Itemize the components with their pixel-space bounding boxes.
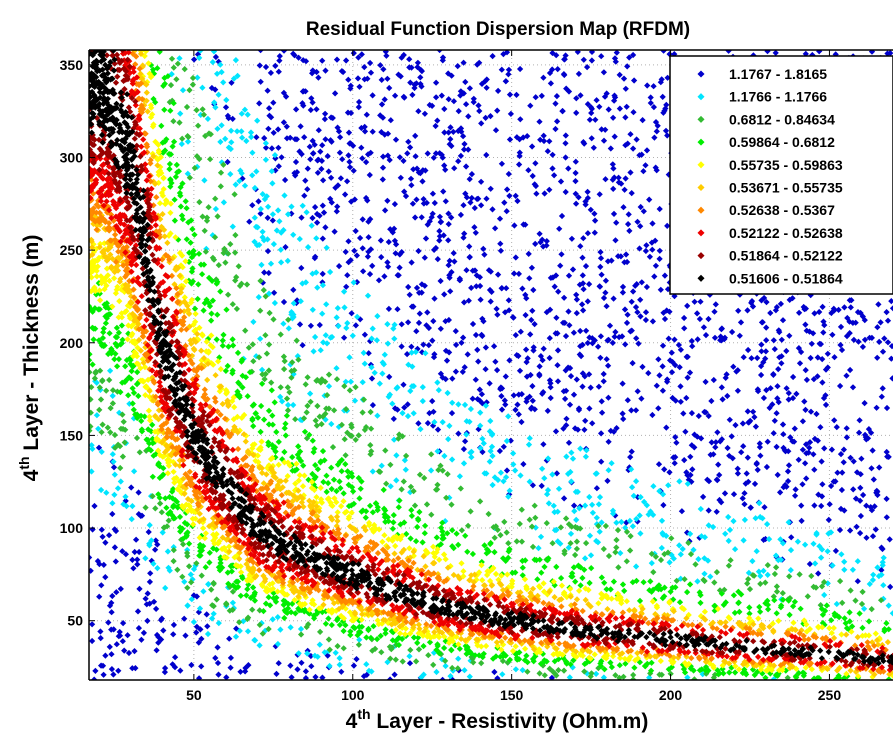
data-point <box>583 63 591 71</box>
data-point <box>257 210 264 217</box>
data-point <box>474 346 481 354</box>
data-point <box>490 343 498 350</box>
data-point <box>536 363 543 370</box>
data-point <box>459 334 467 341</box>
data-point <box>806 444 813 451</box>
data-point <box>492 358 499 365</box>
data-point <box>659 363 666 370</box>
data-point <box>299 342 306 349</box>
data-point <box>401 188 408 195</box>
chart-title: Residual Function Dispersion Map (RFDM) <box>306 19 690 40</box>
data-point <box>135 548 143 556</box>
data-point <box>837 323 845 331</box>
data-point <box>593 97 600 104</box>
data-point <box>702 378 709 386</box>
data-point <box>386 373 393 381</box>
data-point <box>369 262 376 270</box>
data-point <box>770 337 777 344</box>
data-point <box>578 301 586 308</box>
data-point <box>464 351 471 358</box>
data-point <box>460 445 468 453</box>
data-point <box>849 384 857 391</box>
data-point <box>850 486 857 493</box>
data-point <box>445 220 452 228</box>
data-point <box>639 363 646 371</box>
data-point <box>714 429 721 436</box>
data-point <box>493 305 500 313</box>
data-point <box>404 319 412 326</box>
data-point <box>394 306 401 313</box>
data-point <box>700 324 708 331</box>
scatter-points <box>89 50 893 680</box>
data-point <box>846 527 854 534</box>
data-point <box>666 469 673 476</box>
data-point <box>488 288 495 296</box>
data-point <box>379 153 387 160</box>
data-point <box>516 367 524 374</box>
data-point <box>311 203 319 211</box>
data-point <box>343 283 350 290</box>
data-point <box>458 339 465 346</box>
data-point <box>119 619 127 627</box>
data-point <box>229 115 236 123</box>
data-point <box>452 368 460 375</box>
data-point <box>739 495 746 502</box>
data-point <box>841 304 848 311</box>
data-point <box>142 595 149 602</box>
data-point <box>656 255 663 263</box>
data-point <box>803 376 811 384</box>
data-point <box>515 270 523 278</box>
data-point <box>825 516 832 524</box>
data-point <box>623 319 631 327</box>
data-point <box>375 277 383 284</box>
data-point <box>97 634 104 642</box>
data-point <box>420 341 427 348</box>
data-point <box>177 667 184 674</box>
data-point <box>345 129 353 136</box>
data-point <box>102 573 109 581</box>
data-point <box>875 301 882 308</box>
data-point <box>791 492 799 499</box>
data-point <box>476 282 484 290</box>
data-point <box>544 407 551 415</box>
data-point <box>282 243 289 251</box>
data-point <box>215 671 222 678</box>
data-point <box>401 404 408 411</box>
data-point <box>481 251 488 258</box>
